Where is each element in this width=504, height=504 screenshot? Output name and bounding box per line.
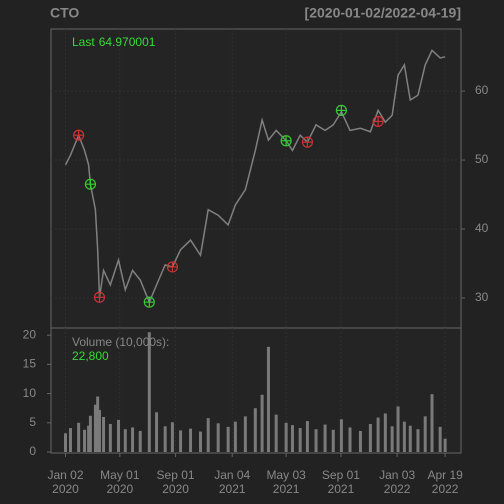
volume-bar xyxy=(305,421,309,452)
x-tick-label: Apr 19 xyxy=(427,468,463,482)
volume-bar xyxy=(189,428,193,452)
sell-marker xyxy=(372,115,384,128)
y-tick-label: 50 xyxy=(475,152,489,166)
x-tick-label: Jan 04 xyxy=(214,468,250,482)
volume-bar xyxy=(284,422,288,452)
volume-bar xyxy=(68,428,72,452)
x-tick-label: Sep 01 xyxy=(322,468,360,482)
last-price: Last 64.970001 xyxy=(72,35,156,49)
volume-bar xyxy=(93,404,97,452)
volume-bar xyxy=(206,418,210,452)
volume-bar xyxy=(147,332,151,452)
volume-bar xyxy=(199,431,203,452)
volume-bar xyxy=(102,416,106,452)
volume-bar xyxy=(131,427,135,452)
volume-bar xyxy=(396,406,400,452)
volume-bar xyxy=(368,423,372,452)
y-tick-label: 20 xyxy=(23,327,37,341)
sell-marker xyxy=(73,129,85,141)
volume-label: Volume (10,000s): xyxy=(72,335,169,349)
x-tick-label: May 03 xyxy=(266,468,306,482)
y-tick-label: 15 xyxy=(23,357,37,371)
x-tick-label: May 01 xyxy=(100,468,140,482)
volume-bar xyxy=(87,425,91,452)
volume-bar xyxy=(383,413,387,452)
x-tick-label: 2020 xyxy=(162,482,189,496)
volume-bar xyxy=(88,415,92,452)
volume-bar xyxy=(390,426,394,452)
volume-bar xyxy=(323,424,327,452)
volume-bar xyxy=(216,423,220,452)
x-tick-label: Sep 01 xyxy=(157,468,195,482)
volume-bar xyxy=(138,430,142,452)
volume-bar xyxy=(430,394,434,452)
y-tick-label: 5 xyxy=(29,415,36,429)
volume-bar xyxy=(416,429,420,452)
x-tick-label: Jan 02 xyxy=(47,468,83,482)
volume-bar xyxy=(339,419,343,452)
sell-marker xyxy=(93,291,106,303)
buy-marker xyxy=(280,135,292,147)
volume-bar xyxy=(443,438,447,452)
volume-bar xyxy=(243,416,247,452)
x-tick-label: 2020 xyxy=(107,482,134,496)
last-label: Last xyxy=(72,35,95,49)
price-panel xyxy=(50,28,462,329)
volume-bar xyxy=(163,426,167,452)
volume-bar xyxy=(155,412,159,452)
sell-marker xyxy=(301,136,314,148)
volume-bar xyxy=(290,425,294,452)
volume-bar xyxy=(408,425,412,452)
volume-last: 22,800 xyxy=(72,349,109,363)
volume-bar xyxy=(253,408,257,452)
volume-bar xyxy=(348,427,352,452)
volume-bar xyxy=(331,429,335,452)
y-tick-label: 10 xyxy=(23,386,37,400)
volume-bar xyxy=(108,423,112,452)
volume-bar xyxy=(233,421,237,452)
y-tick-label: 60 xyxy=(475,83,489,97)
x-tick-label: 2021 xyxy=(219,482,246,496)
volume-bar xyxy=(314,429,318,452)
volume-bar xyxy=(376,417,380,452)
x-tick-label: Jan 03 xyxy=(379,468,415,482)
volume-bar xyxy=(423,416,427,452)
volume-bar xyxy=(96,396,100,452)
volume-bar xyxy=(170,422,174,452)
buy-marker xyxy=(143,296,155,308)
x-tick-label: 2021 xyxy=(328,482,355,496)
volume-bar xyxy=(274,414,278,452)
price-line xyxy=(64,49,446,305)
buy-marker xyxy=(84,178,97,190)
x-tick-label: 2021 xyxy=(273,482,300,496)
volume-bar xyxy=(179,430,183,452)
volume-bar xyxy=(298,428,302,452)
volume-bar xyxy=(402,421,406,452)
x-tick-label: 2022 xyxy=(432,482,459,496)
volume-bar xyxy=(226,426,230,452)
sell-marker xyxy=(166,261,179,273)
chart-title: CTO xyxy=(50,5,79,21)
volume-bar xyxy=(117,419,121,452)
volume-bar xyxy=(358,430,362,452)
x-tick-label: 2022 xyxy=(384,482,411,496)
volume-bar xyxy=(97,409,101,452)
volume-bar xyxy=(77,422,81,452)
volume-bar xyxy=(123,429,127,452)
volume-bar xyxy=(83,429,87,452)
last-value: 64.970001 xyxy=(99,35,156,49)
y-tick-label: 0 xyxy=(29,444,36,458)
date-range: [2020-01-02/2022-04-19] xyxy=(305,5,461,21)
y-tick-label: 30 xyxy=(475,290,489,304)
x-tick-label: 2020 xyxy=(52,482,79,496)
buy-marker xyxy=(335,104,347,116)
volume-bar xyxy=(63,433,67,452)
y-tick-label: 40 xyxy=(475,221,489,235)
volume-bar xyxy=(260,394,264,452)
volume-bar xyxy=(266,346,270,452)
volume-bar xyxy=(438,426,442,452)
